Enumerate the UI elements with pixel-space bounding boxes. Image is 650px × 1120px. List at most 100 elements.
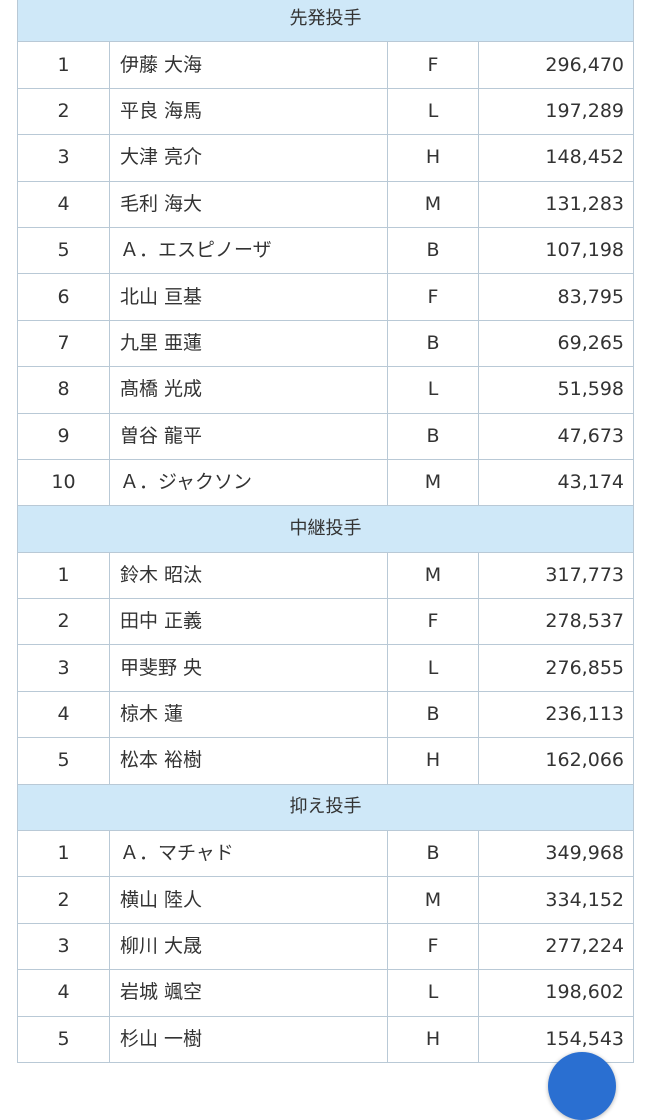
player-name-cell: Ａ．マチャド (109, 830, 388, 878)
rank-cell: 4 (17, 180, 110, 228)
rank-cell: 7 (17, 319, 110, 368)
table-row: 1 伊藤 大海 F 296,470 (17, 41, 634, 89)
player-name-cell: 岩城 颯空 (109, 969, 388, 1017)
team-cell: F (387, 922, 479, 971)
table-row: 10 Ａ．ジャクソン M 43,174 (17, 458, 634, 507)
votes-cell: 154,543 (478, 1015, 634, 1063)
votes-cell: 198,602 (478, 969, 634, 1017)
table-row: 4 毛利 海大 M 131,283 (17, 180, 634, 228)
votes-cell: 47,673 (478, 412, 634, 460)
table-row: 3 柳川 大晟 F 277,224 (17, 922, 634, 971)
votes-cell: 334,152 (478, 876, 634, 924)
rank-cell: 3 (17, 922, 110, 971)
rank-cell: 1 (17, 41, 110, 89)
player-name-cell: 杉山 一樹 (109, 1015, 388, 1063)
votes-cell: 197,289 (478, 87, 634, 136)
rank-cell: 5 (17, 226, 110, 275)
player-name-cell: Ａ．エスピノーザ (109, 226, 388, 275)
rank-cell: 9 (17, 412, 110, 460)
rank-cell: 5 (17, 1015, 110, 1063)
table-row: 5 杉山 一樹 H 154,543 (17, 1015, 634, 1063)
votes-cell: 317,773 (478, 551, 634, 600)
table-row: 3 大津 亮介 H 148,452 (17, 134, 634, 182)
votes-cell: 277,224 (478, 922, 634, 971)
rank-cell: 5 (17, 737, 110, 785)
player-name-cell: 松本 裕樹 (109, 737, 388, 785)
player-name-cell: 田中 正義 (109, 598, 388, 646)
section-title: 中継投手 (17, 505, 634, 553)
rank-cell: 6 (17, 273, 110, 321)
team-cell: B (387, 319, 479, 368)
player-name-cell: 大津 亮介 (109, 134, 388, 182)
votes-cell: 83,795 (478, 273, 634, 321)
rank-cell: 2 (17, 87, 110, 136)
player-name-cell: 鈴木 昭汰 (109, 551, 388, 600)
player-name-cell: 柳川 大晟 (109, 922, 388, 971)
table-row: 9 曽谷 龍平 B 47,673 (17, 412, 634, 460)
votes-cell: 278,537 (478, 598, 634, 646)
section-header-row: 先発投手 (17, 0, 634, 43)
team-cell: B (387, 226, 479, 275)
section-header-row: 抑え投手 (17, 783, 634, 832)
table-row: 1 鈴木 昭汰 M 317,773 (17, 551, 634, 600)
team-cell: L (387, 87, 479, 136)
table-row: 8 髙橋 光成 L 51,598 (17, 366, 634, 414)
rank-cell: 3 (17, 134, 110, 182)
table-row: 7 九里 亜蓮 B 69,265 (17, 319, 634, 368)
player-name-cell: 平良 海馬 (109, 87, 388, 136)
votes-cell: 276,855 (478, 644, 634, 692)
table-row: 2 平良 海馬 L 197,289 (17, 87, 634, 136)
votes-cell: 69,265 (478, 319, 634, 368)
team-cell: L (387, 969, 479, 1017)
table-row: 4 椋木 蓮 B 236,113 (17, 690, 634, 739)
vote-results-body: 先発投手 1 伊藤 大海 F 296,470 2 平良 海馬 L 197,289 3 大津 亮介 H 1… (17, 0, 634, 1063)
player-name-cell: Ａ．ジャクソン (109, 458, 388, 507)
player-name-cell: 曽谷 龍平 (109, 412, 388, 460)
votes-cell: 148,452 (478, 134, 634, 182)
team-cell: B (387, 412, 479, 460)
player-name-cell: 椋木 蓮 (109, 690, 388, 739)
player-name-cell: 甲斐野 央 (109, 644, 388, 692)
team-cell: L (387, 644, 479, 692)
player-name-cell: 北山 亘基 (109, 273, 388, 321)
votes-cell: 236,113 (478, 690, 634, 739)
team-cell: H (387, 737, 479, 785)
player-name-cell: 九里 亜蓮 (109, 319, 388, 368)
player-name-cell: 横山 陸人 (109, 876, 388, 924)
votes-cell: 43,174 (478, 458, 634, 507)
rank-cell: 4 (17, 969, 110, 1017)
player-name-cell: 伊藤 大海 (109, 41, 388, 89)
team-cell: L (387, 366, 479, 414)
team-cell: M (387, 551, 479, 600)
rank-cell: 10 (17, 458, 110, 507)
table-row: 4 岩城 颯空 L 198,602 (17, 969, 634, 1017)
team-cell: M (387, 180, 479, 228)
section-title: 先発投手 (17, 0, 634, 43)
votes-cell: 296,470 (478, 41, 634, 89)
vote-results: 先発投手 1 伊藤 大海 F 296,470 2 平良 海馬 L 197,289 3 大津 亮介 H 1… (17, 0, 634, 1063)
rank-cell: 2 (17, 876, 110, 924)
team-cell: M (387, 458, 479, 507)
player-name-cell: 髙橋 光成 (109, 366, 388, 414)
votes-cell: 107,198 (478, 226, 634, 275)
table-row: 5 松本 裕樹 H 162,066 (17, 737, 634, 785)
team-cell: F (387, 273, 479, 321)
votes-cell: 162,066 (478, 737, 634, 785)
rank-cell: 3 (17, 644, 110, 692)
team-cell: F (387, 41, 479, 89)
table-row: 5 Ａ．エスピノーザ B 107,198 (17, 226, 634, 275)
votes-cell: 131,283 (478, 180, 634, 228)
vote-results-table: 先発投手 1 伊藤 大海 F 296,470 2 平良 海馬 L 197,289 3 大津 亮介 H 1… (17, 0, 634, 1063)
team-cell: F (387, 598, 479, 646)
rank-cell: 1 (17, 830, 110, 878)
team-cell: B (387, 830, 479, 878)
section-header-row: 中継投手 (17, 505, 634, 553)
team-cell: M (387, 876, 479, 924)
table-row: 1 Ａ．マチャド B 349,968 (17, 830, 634, 878)
rank-cell: 1 (17, 551, 110, 600)
rank-cell: 8 (17, 366, 110, 414)
floating-action-button[interactable] (548, 1052, 616, 1120)
rank-cell: 2 (17, 598, 110, 646)
votes-cell: 349,968 (478, 830, 634, 878)
player-name-cell: 毛利 海大 (109, 180, 388, 228)
